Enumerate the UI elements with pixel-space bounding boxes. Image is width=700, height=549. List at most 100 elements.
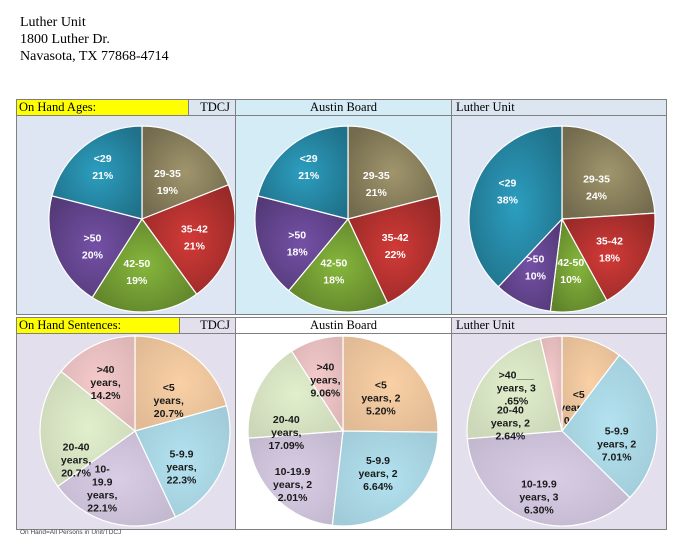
- slice-label-line: <5: [375, 380, 387, 392]
- ages-header-luther: Luther Unit: [451, 99, 667, 116]
- slice-label-line: >40: [316, 362, 334, 374]
- slice-label-line: years,: [166, 462, 196, 474]
- slice-label: <5 years, 2 5.20%: [361, 380, 400, 418]
- slice-label-line: 14.2%: [91, 390, 121, 402]
- slice-label-line: <5: [573, 389, 585, 401]
- sentences-header-tdcj: On Hand Sentences: TDCJ: [16, 317, 236, 334]
- ages-section-title: On Hand Ages:: [17, 100, 189, 115]
- footnote: On Hand=All Persons in Unit/TDCJ: [20, 529, 122, 536]
- slice-label: 20-40 years, 17.09%: [268, 414, 304, 452]
- pie-slice: [141, 125, 230, 220]
- slice-label: <29 21%: [92, 153, 114, 182]
- slice-label: 20-40 years, 2 2.64%: [491, 404, 530, 442]
- slice-label-line: years, 3: [497, 383, 536, 395]
- slice-label: 42-50 10%: [557, 257, 584, 286]
- slice-label: 5-9.9 years, 22.3%: [166, 449, 197, 487]
- slice-label-line: 38%: [497, 194, 519, 206]
- slice-label: 42-50 18%: [320, 258, 347, 287]
- slice-label-line: years, 2: [597, 439, 636, 451]
- slice-label-line: 22.3%: [167, 475, 197, 487]
- ages-tdcj-panel: 29-35 19% 35-42 21% 42-50 19% >50 20% <29 21%: [16, 115, 236, 315]
- slice-label-line: 20.7%: [154, 408, 184, 420]
- slice-label-line: 35-42: [596, 235, 623, 247]
- slice-label: 29-35 19%: [154, 168, 181, 197]
- slice-label: 35-42 21%: [181, 224, 208, 253]
- slice-label-line: >50: [288, 229, 306, 241]
- slice-label-line: 21%: [92, 170, 114, 182]
- slice-label-line: 19.9: [92, 477, 113, 489]
- slice-label-line: years, 2: [358, 468, 397, 480]
- slice-label-line: 29-35: [363, 170, 390, 182]
- ages-luther-pie: 29-35 24%35-42 18%42-50 10%>50 10%<29 38%: [468, 125, 656, 313]
- slice-label-line: 29-35: [583, 174, 610, 186]
- slice-label: 10-19.9 years, 3 6.30%: [519, 478, 558, 516]
- ages-austin-pie: 29-35 21%35-42 22%42-50 18%>50 18%<29 21%: [254, 125, 442, 313]
- sentences-austin-pie: <5 years, 2 5.20%5-9.9 years, 2 6.64%10-19.9…: [247, 335, 439, 527]
- slice-label-line: 10%: [560, 274, 582, 286]
- sentences-tdcj-panel: <5 years, 20.7% 5-9.9 years, 22.3% 10-19.9 year…: [16, 333, 236, 530]
- ages-header-austin: Austin Board: [235, 99, 452, 116]
- address-line-3: Navasota, TX 77868-4714: [20, 49, 169, 64]
- slice-label: 42-50 19%: [123, 258, 150, 287]
- slice-label-line: 22%: [385, 249, 407, 261]
- ages-austin-panel: 29-35 21% 35-42 22% 42-50 18% >50 18% <29 21%: [235, 115, 452, 315]
- pie-slice: [247, 350, 345, 439]
- slice-label-line: 2.64%: [496, 430, 526, 442]
- slice-label-line: <5: [163, 382, 175, 394]
- slice-label-line: 5-9.9: [170, 449, 194, 461]
- slice-label: 20-40 years, 20.7%: [61, 441, 92, 479]
- slice-label-line: >40___: [499, 370, 534, 382]
- slice-label-line: >50: [526, 254, 544, 266]
- slice-label-line: years,: [90, 377, 120, 389]
- slice-label-line: 10-19.9: [521, 478, 557, 490]
- pie-slice: [56, 430, 177, 527]
- pie-slice: [91, 217, 198, 313]
- slice-label-line: 5-9.9: [605, 426, 629, 438]
- slice-label-line: 20-40: [273, 414, 300, 426]
- slice-label: <5 years, 20.7%: [154, 382, 185, 420]
- pie-slice: [60, 335, 136, 433]
- slice-label-line: 35-42: [181, 224, 208, 236]
- slice-label-line: 42-50: [320, 258, 347, 270]
- slice-label-line: 24%: [586, 191, 608, 203]
- pie-slice: [466, 337, 563, 440]
- ages-header-tdcj: On Hand Ages: TDCJ: [16, 99, 236, 116]
- slice-label-line: 10-: [95, 464, 111, 476]
- slice-label-line: years,: [61, 454, 91, 466]
- sentences-luther-label: Luther Unit: [456, 318, 515, 332]
- pie-slice: [342, 335, 439, 433]
- slice-label-line: 10%: [525, 271, 547, 283]
- slice-label-line: 20%: [82, 250, 104, 262]
- slice-label-line: 21%: [184, 241, 206, 253]
- slice-label-line: >40: [97, 364, 115, 376]
- slice-label-line: <29: [498, 177, 516, 189]
- slice-label-line: years,: [271, 427, 301, 439]
- slice-label: >50 10%: [525, 254, 547, 283]
- pie-slice: [254, 195, 350, 292]
- slice-label: 5-9.9 years, 2 7.01%: [597, 426, 636, 464]
- slice-label-line: .65%: [504, 396, 529, 408]
- slice-label: 5-9.9 years, 2 6.64%: [358, 455, 397, 493]
- slice-label-line: 19%: [126, 275, 148, 287]
- sentences-tdcj-label: TDCJ: [200, 318, 230, 332]
- slice-label-line: <29: [300, 153, 318, 165]
- pie-slice: [561, 125, 656, 220]
- slice-label-line: years,: [310, 375, 340, 387]
- pie-slice: [466, 430, 631, 527]
- pie-slice: [134, 335, 228, 432]
- slice-label: 35-42 18%: [596, 235, 623, 264]
- slice-label: >40 years, 9.06%: [310, 362, 341, 400]
- sentences-tdcj-pie: <5 years, 20.7%5-9.9 years, 22.3%10-19.9 year…: [39, 335, 231, 527]
- slice-label-line: years, 2: [361, 393, 400, 405]
- sentences-header-luther: Luther Unit: [451, 317, 667, 334]
- pie-slice: [561, 212, 656, 302]
- slice-label-line: 29-35: [154, 168, 181, 180]
- slice-label-line: years, 3: [519, 491, 558, 503]
- slice-label: 29-35 24%: [583, 174, 610, 203]
- slice-label-line: 5-9.9: [366, 455, 390, 467]
- pie-slice: [561, 354, 658, 499]
- pie-slice: [39, 370, 136, 488]
- slice-label-line: 19%: [157, 185, 179, 197]
- slice-label-line: 42-50: [557, 257, 584, 269]
